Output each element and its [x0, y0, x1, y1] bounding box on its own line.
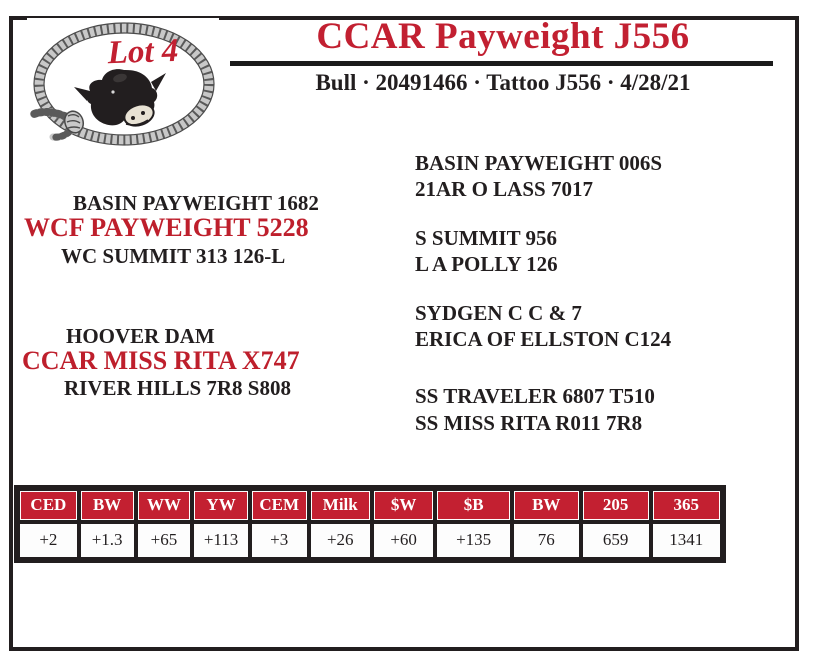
pedigree-ancestor-line: 21AR O LASS 7017 — [415, 177, 593, 201]
pedigree-dam-granddam: RIVER HILLS 7R8 S808 — [64, 376, 291, 400]
pedigree-sire-grandsire: BASIN PAYWEIGHT 1682 — [73, 191, 319, 215]
epd-value-cell: 1341 — [652, 524, 720, 557]
epd-header-cell: WW — [137, 491, 191, 520]
epd-header-cell: $W — [373, 491, 434, 520]
epd-value-cell: +26 — [310, 524, 370, 557]
epd-header-row: CED BW WW YW CEM Milk $W $B BW 205 365 — [20, 491, 720, 520]
epd-value-cell: +135 — [437, 524, 510, 557]
epd-value-cell: 76 — [513, 524, 579, 557]
epd-header-cell: BW — [80, 491, 134, 520]
epd-header-cell: BW — [513, 491, 579, 520]
pedigree-sire-name: WCF PAYWEIGHT 5228 — [24, 213, 309, 242]
epd-header-cell: YW — [194, 491, 248, 520]
pedigree-ancestor-line: L A POLLY 126 — [415, 252, 558, 276]
epd-value-cell: +65 — [137, 524, 191, 557]
pedigree-ancestor-line: SS MISS RITA R011 7R8 — [415, 411, 643, 435]
rope-knot — [30, 107, 85, 141]
pedigree-ancestor-line: S SUMMIT 956 — [415, 226, 557, 250]
lot-number-label: Lot 4 — [107, 32, 179, 72]
title-divider-rule — [230, 61, 773, 66]
card-border — [9, 16, 799, 651]
epd-value-cell: +1.3 — [80, 524, 134, 557]
epd-value-row: +2 +1.3 +65 +113 +3 +26 +60 +135 76 659 … — [20, 524, 720, 557]
epd-header-cell: Milk — [310, 491, 370, 520]
epd-header-cell: 205 — [582, 491, 649, 520]
epd-value-cell: +3 — [251, 524, 307, 557]
pedigree-sire-granddam: WC SUMMIT 313 126-L — [61, 244, 286, 268]
epd-header-cell: 365 — [652, 491, 720, 520]
epd-value-cell: +2 — [20, 524, 77, 557]
bull-head-icon — [74, 69, 166, 127]
epd-value-cell: +60 — [373, 524, 434, 557]
pedigree-ancestor-line: ERICA OF ELLSTON C124 — [415, 327, 672, 351]
pedigree-dam-grandsire: HOOVER DAM — [66, 324, 215, 348]
pedigree-ancestor-line: SS TRAVELER 6807 T510 — [415, 384, 655, 408]
pedigree-ancestor-line: SYDGEN C C & 7 — [415, 301, 582, 325]
epd-header-cell: CEM — [251, 491, 307, 520]
epd-table: CED BW WW YW CEM Milk $W $B BW 205 365 +… — [14, 485, 726, 563]
epd-header-cell: CED — [20, 491, 77, 520]
animal-id-subtitle: Bull · 20491466 · Tattoo J556 · 4/28/21 — [315, 70, 691, 95]
rope-logo-graphic — [30, 22, 215, 146]
epd-value-cell: +113 — [194, 524, 248, 557]
animal-name-title: CCAR Payweight J556 — [316, 16, 690, 57]
pedigree-dam-name: CCAR MISS RITA X747 — [22, 346, 300, 375]
pedigree-ancestor-line: BASIN PAYWEIGHT 006S — [415, 151, 663, 175]
lot-logo: Lot 4 — [27, 18, 219, 152]
epd-header-cell: $B — [437, 491, 510, 520]
epd-value-cell: 659 — [582, 524, 649, 557]
